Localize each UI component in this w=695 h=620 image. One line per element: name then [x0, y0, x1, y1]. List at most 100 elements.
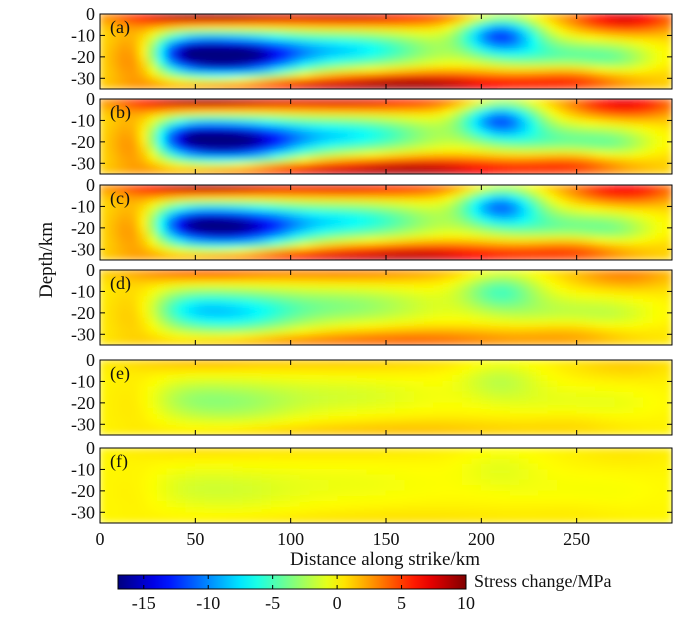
- heatmap-cell: [347, 168, 358, 174]
- heatmap-cell: [280, 67, 292, 74]
- heatmap-cell: [109, 146, 120, 153]
- heatmap-cell: [604, 312, 616, 319]
- heatmap-cell: [376, 185, 387, 191]
- heatmap-cell: [395, 152, 406, 159]
- heatmap-cell: [585, 136, 597, 143]
- heatmap-cell: [547, 120, 558, 127]
- heatmap-cell: [280, 423, 292, 431]
- heatmap-cell: [328, 162, 339, 170]
- heatmap-cell: [480, 14, 492, 20]
- heatmap-cell: [566, 317, 578, 324]
- heatmap-cell: [595, 146, 606, 153]
- heatmap-cell: [538, 397, 549, 404]
- heatmap-cell: [128, 168, 139, 174]
- heatmap-cell: [643, 222, 654, 229]
- heatmap-cell: [442, 333, 454, 341]
- heatmap-cell: [595, 375, 606, 382]
- heatmap-cell: [490, 506, 501, 513]
- heatmap-cell: [185, 429, 196, 435]
- heatmap-cell: [337, 280, 349, 287]
- heatmap-cell: [166, 469, 177, 476]
- heatmap-cell: [595, 418, 606, 425]
- heatmap-cell: [547, 270, 558, 276]
- heatmap-cell: [128, 285, 139, 292]
- heatmap-cell: [614, 200, 625, 207]
- heatmap-cell: [414, 120, 425, 127]
- heatmap-cell: [128, 397, 139, 404]
- heatmap-cell: [404, 312, 415, 319]
- heatmap-cell: [366, 227, 377, 234]
- heatmap-cell: [404, 24, 415, 31]
- heatmap-cell: [623, 206, 635, 213]
- heatmap-cell: [290, 168, 301, 174]
- heatmap-cell: [576, 130, 587, 137]
- heatmap-cell: [547, 312, 558, 319]
- heatmap-cell: [118, 152, 129, 159]
- heatmap-cell: [309, 490, 320, 497]
- heatmap-cell: [204, 157, 215, 164]
- heatmap-cell: [337, 501, 349, 508]
- heatmap-cell: [175, 285, 187, 292]
- heatmap-cell: [471, 103, 482, 111]
- heatmap-cell: [175, 45, 187, 52]
- heatmap-cell: [442, 195, 454, 202]
- heatmap-cell: [452, 14, 463, 20]
- heatmap-cell: [223, 206, 234, 213]
- heatmap-cell: [357, 429, 368, 435]
- heatmap-cell: [347, 429, 358, 435]
- heatmap-cell: [395, 360, 406, 366]
- heatmap-cell: [500, 18, 511, 26]
- heatmap-cell: [604, 157, 616, 164]
- heatmap-cell: [147, 185, 158, 191]
- heatmap-cell: [261, 216, 272, 223]
- heatmap-cell: [404, 495, 415, 502]
- heatmap-cell: [547, 274, 558, 282]
- heatmap-cell: [118, 99, 129, 105]
- heatmap-cell: [414, 77, 425, 85]
- heatmap-cell: [309, 458, 320, 465]
- heatmap-cell: [185, 157, 196, 164]
- heatmap-cell: [357, 254, 368, 260]
- panel-label: (c): [110, 188, 130, 209]
- heatmap-cell: [557, 206, 568, 213]
- heatmap-cell: [175, 317, 187, 324]
- heatmap-cell: [290, 72, 301, 79]
- heatmap-cell: [166, 511, 177, 519]
- heatmap-cell: [156, 407, 168, 414]
- heatmap-cell: [395, 254, 406, 260]
- heatmap-cell: [156, 413, 168, 420]
- heatmap-cell: [118, 474, 129, 481]
- heatmap-cell: [252, 391, 263, 398]
- heatmap-cell: [623, 248, 635, 256]
- heatmap-cell: [557, 168, 568, 174]
- heatmap-cell: [214, 381, 225, 388]
- heatmap-cell: [614, 29, 625, 36]
- heatmap-cell: [604, 83, 616, 89]
- heatmap-cell: [328, 506, 339, 513]
- heatmap-cell: [204, 397, 215, 404]
- heatmap-cell: [652, 317, 663, 324]
- heatmap-cell: [337, 238, 349, 245]
- heatmap-cell: [233, 458, 244, 465]
- heatmap-cell: [156, 35, 168, 42]
- heatmap-cell: [366, 24, 377, 31]
- heatmap-cell: [299, 413, 311, 420]
- heatmap-cell: [480, 469, 492, 476]
- heatmap-cell: [223, 407, 234, 414]
- heatmap-cell: [395, 157, 406, 164]
- heatmap-cell: [566, 328, 578, 335]
- heatmap-cell: [452, 146, 463, 153]
- heatmap-cell: [566, 285, 578, 292]
- heatmap-cell: [271, 216, 282, 223]
- heatmap-cell: [643, 391, 654, 398]
- heatmap-cell: [337, 83, 349, 89]
- heatmap-cell: [309, 72, 320, 79]
- heatmap-cell: [614, 72, 625, 79]
- heatmap-cell: [614, 222, 625, 229]
- heatmap-cell: [194, 109, 206, 116]
- heatmap-cell: [423, 162, 435, 170]
- heatmap-cell: [480, 67, 492, 74]
- heatmap-cell: [185, 317, 196, 324]
- heatmap-cell: [109, 77, 120, 85]
- heatmap-cell: [414, 195, 425, 202]
